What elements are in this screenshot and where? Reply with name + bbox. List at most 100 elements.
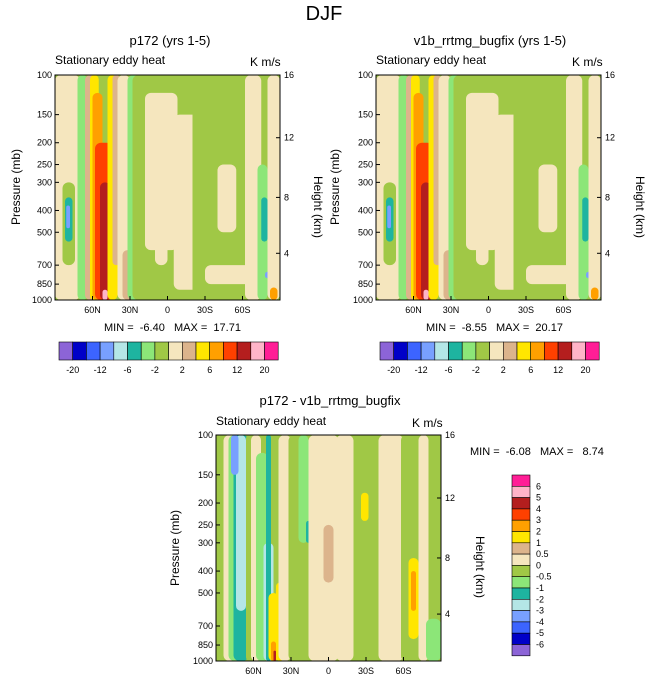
colorbar-2-swatch [502, 341, 518, 361]
panel1-y2tick-label: 4 [284, 248, 289, 258]
panel1-contour-band [155, 221, 168, 266]
panel1-ytick-label: 250 [37, 160, 52, 170]
panel3-y2tick-label: 12 [445, 493, 455, 503]
colorbar-1-label: 2 [180, 365, 185, 375]
colorbar-1-swatch [264, 341, 279, 361]
panel1-ytick-label: 150 [37, 110, 52, 120]
panel3-contour-band [418, 435, 429, 661]
panel1-xtick-label: 0 [165, 305, 170, 315]
panel2-title: v1b_rrtmg_bugfix (yrs 1-5) [413, 33, 567, 48]
colorbar-1-label: -20 [66, 365, 79, 375]
panel2-xtick-label: 60S [555, 305, 571, 315]
colorbar-2-swatch [434, 341, 449, 361]
colorbar-1-label: -6 [123, 365, 131, 375]
panel3-contour-band [231, 435, 239, 475]
panel1-left-label: Stationary eddy heat [55, 53, 166, 67]
colorbar-2-swatch [407, 341, 422, 361]
panel3-ytick-label: 300 [198, 538, 213, 548]
colorbar-diff-label: 1 [536, 538, 541, 548]
colorbar-diff-label: 0.5 [536, 549, 549, 559]
colorbar-1-swatch [250, 341, 265, 361]
panel2-contour-band [538, 164, 558, 233]
colorbar-1-swatch [236, 341, 252, 361]
colorbar-diff-label: 5 [536, 493, 541, 503]
colorbar-diff-swatch [511, 531, 531, 544]
panel2-ytick-label: 700 [358, 260, 373, 270]
panel1-ytick-label: 700 [37, 260, 52, 270]
colorbar-1-label: -12 [94, 365, 107, 375]
colorbar-diff-swatch [511, 497, 531, 510]
panel1-xtick-label: 30N [122, 305, 139, 315]
colorbar-diff-label: 2 [536, 527, 541, 537]
panel1-contours: 100 150 200 250 300 400 500 700 850 1000 60N 30N 0 30… [32, 70, 294, 315]
panel1-ytick-label: 300 [37, 177, 52, 187]
colorbar-diff-label: 0 [536, 560, 541, 570]
panel2-contour-band [591, 287, 599, 300]
panel2-contour-band [438, 75, 451, 300]
panel2-contour-band [423, 289, 429, 300]
colorbar-1-swatch [168, 341, 183, 361]
colorbar-2-label: -6 [444, 365, 452, 375]
panel2-ytick-label: 200 [358, 138, 373, 148]
panel1-contour-band [217, 164, 237, 233]
panel1-contour-band [270, 287, 278, 300]
panel3-contour-band [336, 435, 354, 661]
panel3-ytick-label: 250 [198, 520, 213, 530]
panel3-contour-band [298, 435, 309, 543]
panel1-contour-band [261, 197, 268, 242]
colorbar-diff-swatch [511, 542, 531, 555]
colorbar-diff-label: -3 [536, 606, 544, 616]
colorbar-2-label: 6 [528, 365, 533, 375]
panel3-title: p172 - v1b_rrtmg_bugfix [259, 393, 401, 408]
panel3-ytick-label: 500 [198, 588, 213, 598]
panel3-contour-band [361, 492, 369, 521]
panel3-ytick-label: 400 [198, 566, 213, 576]
panel1-title: p172 (yrs 1-5) [129, 33, 211, 48]
panel1-minmax: MIN = -6.40 MAX = 17.71 [104, 322, 241, 334]
colorbar-diff-swatch [511, 474, 531, 487]
panel2-ylabel: Pressure (mb) [328, 149, 342, 226]
panel1-ytick-label: 200 [37, 138, 52, 148]
panel2-ytick-label: 150 [358, 110, 373, 120]
colorbar-diff-label: -0.5 [536, 572, 552, 582]
colorbar-1-swatch [195, 341, 210, 361]
panel2-minmax: MIN = -8.55 MAX = 20.17 [426, 322, 563, 334]
panel2-contour-band [387, 205, 391, 229]
panel1-ytick-label: 400 [37, 205, 52, 215]
colorbar-1-swatch [113, 341, 128, 361]
panel2-ytick-label: 1000 [353, 295, 373, 305]
panel1-contour-band [145, 92, 178, 251]
colorbar-diff-swatch [511, 644, 531, 657]
panel2-xtick-label: 30N [443, 305, 460, 315]
panel2-contour-band [566, 75, 583, 300]
colorbar-2-swatch [489, 341, 504, 361]
panel3-contour-band [411, 571, 416, 611]
panel2-contours: 100 150 200 250 300 400 500 700 850 1000 60N 30N 0 30… [353, 70, 615, 315]
panel1-ytick-label: 100 [37, 70, 52, 80]
colorbar-1-swatch [182, 341, 197, 361]
panel2-y2tick-label: 4 [605, 248, 610, 258]
panel3-ytick-label: 850 [198, 640, 213, 650]
panel1-ytick-label: 1000 [32, 295, 52, 305]
panel3-xtick-label: 60S [395, 666, 411, 676]
colorbar-1-label: 6 [207, 365, 212, 375]
colorbar-1-swatch [58, 341, 73, 361]
panel2-contour-band [582, 197, 589, 242]
panel3-contour-band [273, 650, 276, 661]
panel3-contour-band [278, 435, 291, 661]
colorbar-diff-swatch [511, 565, 531, 578]
panel2-xtick-label: 30S [518, 305, 534, 315]
panel3-left-label: Stationary eddy heat [216, 414, 327, 428]
colorbar-2-swatch [571, 341, 586, 361]
colorbar-2-swatch [448, 341, 463, 361]
colorbar-diff-label: -4 [536, 617, 544, 627]
colorbar-1-swatch [154, 341, 169, 361]
colorbar-diff-swatch [511, 485, 531, 498]
colorbar-2-swatch [530, 341, 545, 361]
colorbar-2-swatch [557, 341, 573, 361]
panel1-y2tick-label: 8 [284, 192, 289, 202]
panel2-ytick-label: 400 [358, 205, 373, 215]
panel1-contour-band [66, 205, 70, 229]
panel3-minmax: MIN = -6.08 MAX = 8.74 [470, 446, 604, 458]
